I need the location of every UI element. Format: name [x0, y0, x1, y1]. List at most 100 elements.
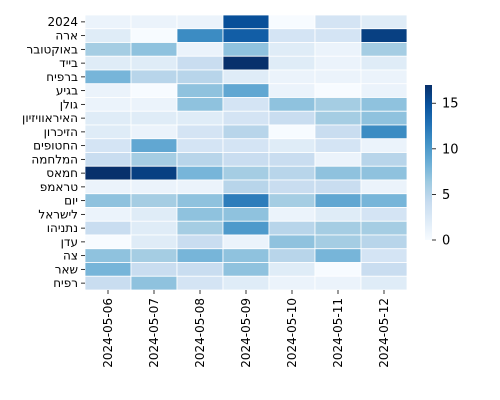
heatmap-cell [222, 97, 270, 112]
x-axis-tick-labels: 2024-05-06 2024-05-07 2024-05-08 2024-05-09… [101, 290, 391, 368]
heatmap-cell [222, 110, 270, 126]
y-tick-label: ברפיח [46, 70, 78, 84]
y-tick-label: גולן [60, 97, 78, 111]
heatmap-cell [84, 179, 132, 195]
heatmap-cell [130, 193, 178, 208]
heatmap-cell [314, 207, 362, 222]
heatmap-cell [360, 42, 408, 57]
heatmap-cell [268, 69, 316, 85]
y-tick-label: נתניהו [47, 221, 78, 235]
x-tick-label: 2024-05-10 [285, 298, 299, 368]
heatmap-cell [314, 275, 362, 291]
heatmap-cell [130, 28, 178, 43]
heatmap-cell [314, 55, 362, 71]
heatmap-cell [84, 97, 132, 112]
heatmap-cell [176, 193, 224, 208]
heatmap-cell [268, 110, 316, 126]
heatmap-cell [360, 124, 408, 140]
x-tick-label: 2024-05-11 [331, 298, 345, 368]
heatmap-cell [84, 165, 132, 181]
heatmap-cell [360, 14, 408, 30]
heatmap-cell [222, 220, 270, 236]
heatmap-cell [360, 165, 408, 181]
heatmap-cell [268, 220, 316, 236]
heatmap-cell [314, 248, 362, 263]
x-tick-label: 2024-05-08 [193, 298, 207, 368]
heatmap-cell [268, 165, 316, 181]
heatmap-cell [360, 207, 408, 222]
heatmap-cell [176, 14, 224, 30]
y-tick-label: חמאס [46, 166, 78, 180]
heatmap-cell [130, 83, 178, 98]
heatmap-cell [176, 55, 224, 71]
heatmap-cell [222, 207, 270, 222]
heatmap-cell [176, 28, 224, 43]
heatmap-cell [360, 110, 408, 126]
y-tick-label: שאר [55, 262, 78, 276]
heatmap-cell [176, 234, 224, 250]
heatmap-cell [268, 55, 316, 71]
heatmap-cell [268, 275, 316, 291]
heatmap-cell [176, 165, 224, 181]
heatmap-cell [268, 28, 316, 43]
heatmap-cell [314, 152, 362, 167]
heatmap-cell [176, 97, 224, 112]
heatmap-cell [222, 124, 270, 140]
heatmap-cell [222, 152, 270, 167]
y-tick-label: רפיח [53, 276, 78, 290]
heatmap-cell [314, 110, 362, 126]
heatmap-cell [84, 152, 132, 167]
x-tick-label: 2024-05-09 [239, 298, 253, 368]
heatmap-cell [314, 234, 362, 250]
heatmap-cell [84, 207, 132, 222]
heatmap-cell [130, 248, 178, 263]
heatmap-cell [360, 248, 408, 263]
heatmap-cell [130, 152, 178, 167]
heatmap-cell [130, 262, 178, 277]
heatmap-cell [268, 193, 316, 208]
x-tick-label: 2024-05-07 [147, 298, 161, 368]
heatmap-cell [268, 248, 316, 263]
y-tick-label: יום [64, 194, 78, 208]
heatmap-cell [222, 28, 270, 43]
heatmap-cell [176, 110, 224, 126]
colorbar-tick-label: 10 [442, 142, 459, 157]
heatmap-cell [84, 83, 132, 98]
heatmap-cell [268, 124, 316, 140]
heatmap-cell [130, 97, 178, 112]
heatmap-cell [176, 152, 224, 167]
heatmap-cell [268, 138, 316, 153]
heatmap-cell [314, 262, 362, 277]
heatmap-cell [176, 138, 224, 153]
heatmap-cells [84, 14, 408, 291]
heatmap-cell [176, 69, 224, 85]
heatmap-cell [360, 234, 408, 250]
heatmap-cell [360, 193, 408, 208]
heatmap-cell [222, 234, 270, 250]
y-tick-label: המלחמה [31, 152, 78, 166]
colorbar-tick-label: 5 [442, 188, 450, 203]
colorbar-tick-label: 0 [442, 234, 450, 249]
heatmap-cell [84, 55, 132, 71]
heatmap-cell [268, 207, 316, 222]
heatmap-cell [222, 165, 270, 181]
heatmap-cell [314, 220, 362, 236]
heatmap-cell [130, 179, 178, 195]
y-tick-label: הזיכרון [44, 125, 78, 139]
y-tick-label: בייד [59, 56, 78, 70]
y-tick-label: האיראוויזיון [22, 111, 78, 125]
heatmap-cell [176, 275, 224, 291]
x-tick-label: 2024-05-06 [101, 298, 115, 368]
y-tick-label: טראמפ [40, 180, 78, 194]
heatmap-cell [314, 14, 362, 30]
heatmap-cell [130, 138, 178, 153]
colorbar-tick-label: 15 [442, 97, 459, 112]
heatmap-cell [314, 193, 362, 208]
heatmap-cell [222, 14, 270, 30]
heatmap-cell [360, 138, 408, 153]
y-axis-tick-labels: 2024ארהבאוקטוברביידברפיחבגיעגולןהאיראווי… [22, 15, 85, 290]
heatmap-cell [360, 83, 408, 98]
heatmap-cell [360, 97, 408, 112]
heatmap-cell [130, 220, 178, 236]
